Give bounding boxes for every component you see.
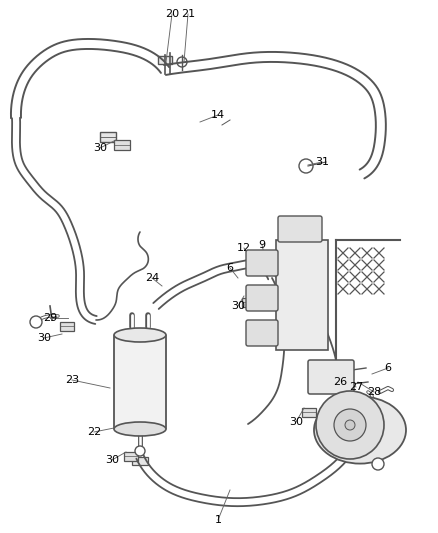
Text: 6: 6 <box>385 363 392 373</box>
Circle shape <box>177 57 187 67</box>
Text: 30: 30 <box>231 301 245 311</box>
Circle shape <box>135 446 145 456</box>
Text: 23: 23 <box>65 375 79 385</box>
Ellipse shape <box>114 422 166 436</box>
Bar <box>302 408 316 417</box>
Text: 22: 22 <box>87 427 101 437</box>
Bar <box>60 322 74 331</box>
Text: 31: 31 <box>315 157 329 167</box>
Text: 14: 14 <box>211 110 225 120</box>
Circle shape <box>316 391 384 459</box>
FancyBboxPatch shape <box>246 285 278 311</box>
Bar <box>124 452 138 461</box>
FancyBboxPatch shape <box>246 320 278 346</box>
Text: 12: 12 <box>237 243 251 253</box>
Text: 28: 28 <box>367 387 381 397</box>
Text: 27: 27 <box>349 382 363 392</box>
FancyBboxPatch shape <box>308 360 354 394</box>
Ellipse shape <box>114 328 166 342</box>
Text: 30: 30 <box>105 455 119 465</box>
FancyBboxPatch shape <box>278 216 322 242</box>
Text: 24: 24 <box>145 273 159 283</box>
Bar <box>132 457 148 465</box>
Text: 6: 6 <box>226 263 233 273</box>
Ellipse shape <box>314 397 406 464</box>
Text: 29: 29 <box>43 313 57 323</box>
Text: 26: 26 <box>333 377 347 387</box>
Bar <box>242 298 256 307</box>
Bar <box>276 240 328 350</box>
Text: 21: 21 <box>181 9 195 19</box>
Circle shape <box>30 316 42 328</box>
FancyBboxPatch shape <box>114 334 166 430</box>
Text: 30: 30 <box>289 417 303 427</box>
Text: 20: 20 <box>165 9 179 19</box>
Circle shape <box>334 409 366 441</box>
Text: 30: 30 <box>37 333 51 343</box>
Circle shape <box>345 420 355 430</box>
Circle shape <box>299 159 313 173</box>
Bar <box>100 132 116 142</box>
Text: 1: 1 <box>215 515 222 525</box>
Circle shape <box>372 458 384 470</box>
Bar <box>158 56 172 64</box>
Text: 30: 30 <box>93 143 107 153</box>
Bar <box>114 140 130 150</box>
Text: 9: 9 <box>258 240 265 250</box>
FancyBboxPatch shape <box>246 250 278 276</box>
